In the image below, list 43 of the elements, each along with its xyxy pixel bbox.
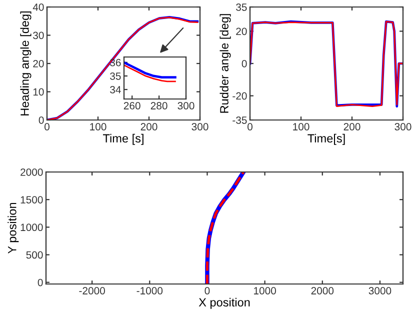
y-tick-label: 1500 xyxy=(20,196,43,204)
y-tick-label: -35 xyxy=(232,116,247,124)
x-tick-label: 300 xyxy=(178,102,194,110)
x-tick-label: -1000 xyxy=(136,287,163,294)
x-tick-label: 260 xyxy=(124,102,140,110)
x-tick-label: -2000 xyxy=(79,287,105,294)
line-series xyxy=(124,61,176,79)
x-tick-label: 100 xyxy=(90,123,106,130)
x-tick-label: 1000 xyxy=(254,287,276,294)
x-tick-label: 0 xyxy=(248,123,252,130)
y-tick-label: 36 xyxy=(110,58,121,66)
x-tick-label: 300 xyxy=(192,123,208,130)
x-tick-label: 0 xyxy=(44,123,50,130)
y-tick-label: 30 xyxy=(33,32,44,40)
y-tick-label: 35 xyxy=(110,72,121,80)
y-tick-label: 500 xyxy=(26,251,43,259)
x-tick-label: 300 xyxy=(394,123,412,130)
x-axis-title: Time[s] xyxy=(308,134,345,145)
y-tick-label: 20 xyxy=(236,28,247,36)
line-series xyxy=(124,64,176,82)
x-tick-label: 200 xyxy=(344,123,360,130)
y-tick-label: 40 xyxy=(32,4,44,11)
x-tick-label: 280 xyxy=(150,102,168,110)
y-axis-title: Heading angle [deg] xyxy=(20,11,32,116)
y-axis-title: Rudder angle [deg] xyxy=(220,14,231,113)
x-tick-label: 2000 xyxy=(311,287,334,294)
x-axis-title: Time [s] xyxy=(103,134,144,145)
y-tick-label: 0 xyxy=(38,278,43,286)
y-tick-label: 0 xyxy=(242,60,247,68)
x-tick-label: 200 xyxy=(140,123,158,130)
y-tick-label: 34 xyxy=(110,86,121,94)
y-tick-label: 20 xyxy=(33,60,44,68)
y-tick-label: 35 xyxy=(236,4,247,11)
x-tick-label: 100 xyxy=(293,123,310,130)
y-tick-label: 10 xyxy=(33,88,44,96)
y-tick-label: 1000 xyxy=(20,224,43,232)
x-axis-title: X position xyxy=(198,298,250,309)
x-tick-label: 3000 xyxy=(368,287,392,294)
y-tick-label: 0 xyxy=(38,116,44,124)
y-axis-title: Y position xyxy=(8,202,19,254)
y-tick-label: -20 xyxy=(232,92,247,100)
x-tick-label: 0 xyxy=(204,287,210,294)
y-tick-label: 2000 xyxy=(20,168,43,176)
